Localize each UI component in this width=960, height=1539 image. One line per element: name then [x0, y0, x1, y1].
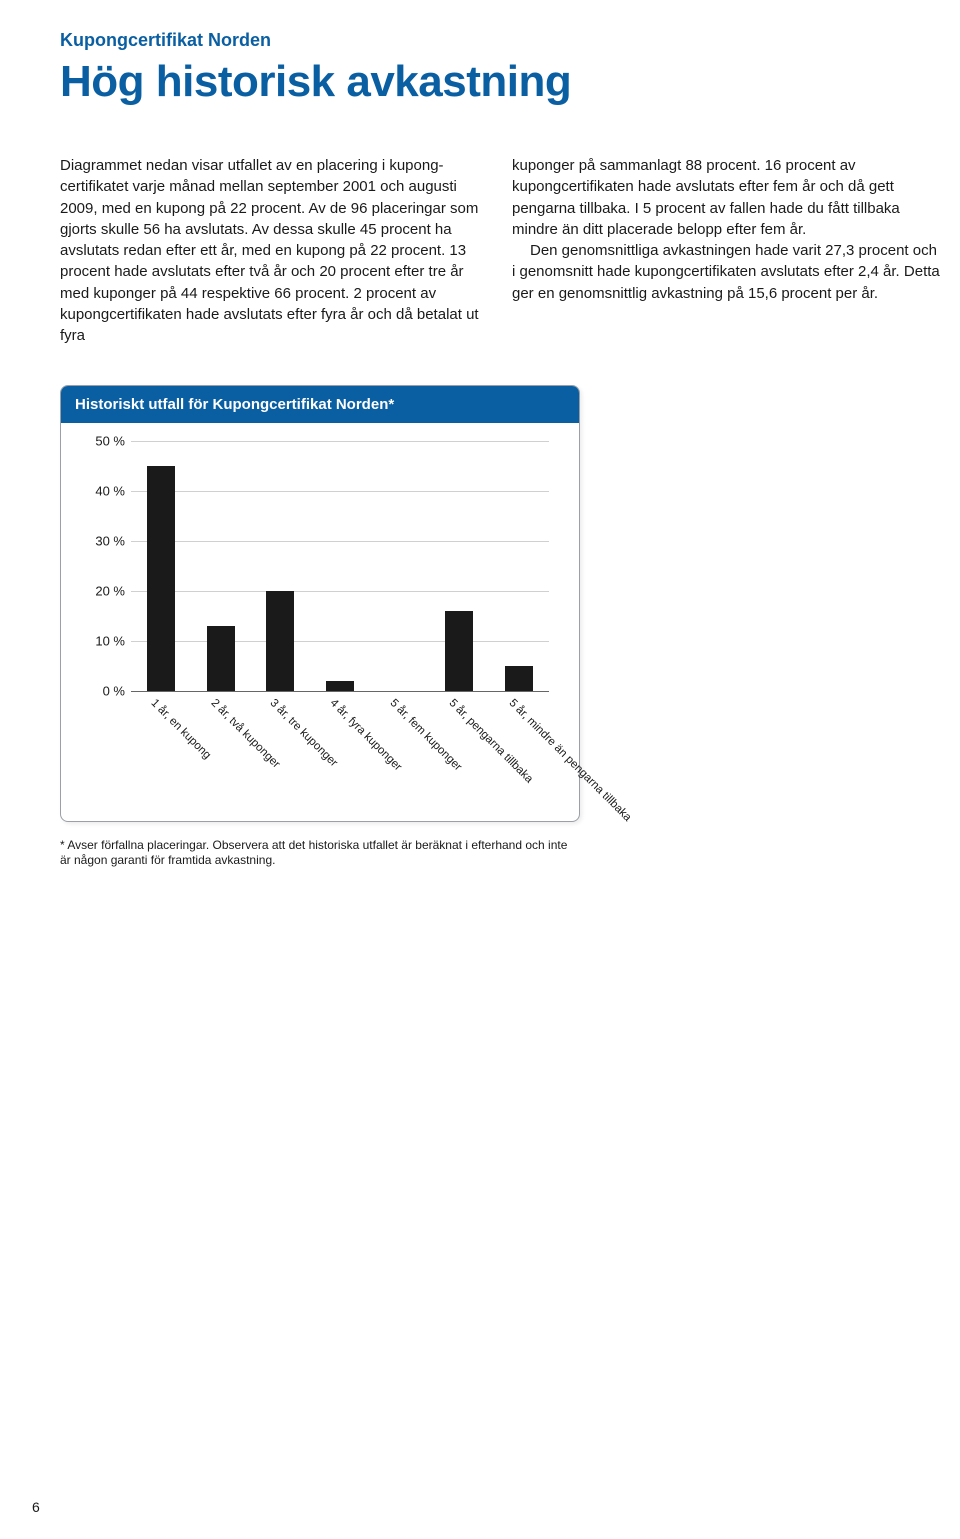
chart-xlabels: 1 år, en kupong2 år, två kuponger3 år, t… [131, 691, 549, 811]
chart-bar [326, 681, 354, 691]
body-left-p1: Diagrammet nedan visar utfallet av en pl… [60, 155, 490, 347]
chart-ytick-label: 30 % [79, 533, 125, 548]
chart-bar [207, 626, 235, 691]
chart-footnote: * Avser förfallna placeringar. Observera… [60, 838, 580, 869]
doc-title: Hög historisk avkastning [60, 57, 942, 107]
chart-container: Historiskt utfall för Kupongcertifikat N… [60, 385, 580, 869]
body-right-p1: kuponger på sammanlagt 88 procent. 16 pr… [512, 155, 942, 240]
chart-card: Historiskt utfall för Kupongcertifikat N… [60, 385, 580, 822]
chart-bar [266, 591, 294, 691]
chart-bar [505, 666, 533, 691]
chart-ytick-label: 40 % [79, 483, 125, 498]
chart-xtick-label: 1 år, en kupong [148, 697, 213, 762]
doc-subtitle: Kupongcertifikat Norden [60, 30, 942, 51]
chart-ytick-label: 50 % [79, 433, 125, 448]
chart-bar [147, 466, 175, 691]
chart-plot: 0 %10 %20 %30 %40 %50 % [131, 441, 549, 691]
chart-ytick-label: 0 % [79, 683, 125, 698]
chart-bar [445, 611, 473, 691]
page-number: 6 [32, 1499, 40, 1515]
chart-xtick-label: 5 år, mindre än pengarna tillbaka [507, 697, 634, 824]
chart-ytick-label: 20 % [79, 583, 125, 598]
body-col-left: Diagrammet nedan visar utfallet av en pl… [60, 155, 490, 347]
chart-title: Historiskt utfall för Kupongcertifikat N… [61, 386, 579, 423]
body-columns: Diagrammet nedan visar utfallet av en pl… [60, 155, 942, 347]
body-right-p2: Den genomsnittliga avkastningen hade var… [512, 240, 942, 304]
chart-ytick-label: 10 % [79, 633, 125, 648]
body-col-right: kuponger på sammanlagt 88 procent. 16 pr… [512, 155, 942, 347]
